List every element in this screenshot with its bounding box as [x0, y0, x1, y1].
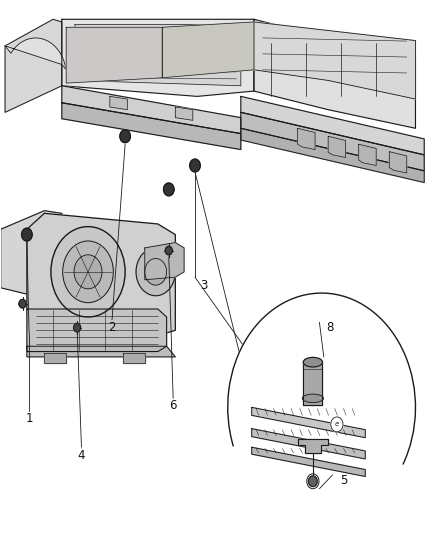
Polygon shape — [5, 38, 66, 69]
Circle shape — [136, 248, 175, 296]
Polygon shape — [297, 439, 328, 453]
Polygon shape — [27, 213, 175, 336]
Circle shape — [74, 324, 81, 332]
Text: 6: 6 — [170, 399, 177, 413]
Polygon shape — [252, 429, 365, 459]
Polygon shape — [62, 86, 241, 134]
Circle shape — [51, 227, 125, 317]
Polygon shape — [75, 25, 241, 86]
Circle shape — [63, 241, 113, 303]
Circle shape — [308, 476, 317, 487]
Circle shape — [190, 159, 200, 172]
Polygon shape — [44, 353, 66, 364]
Polygon shape — [252, 407, 365, 438]
Circle shape — [163, 183, 174, 196]
Text: 5: 5 — [340, 474, 347, 487]
Polygon shape — [241, 96, 424, 155]
Text: 1: 1 — [25, 411, 33, 424]
Polygon shape — [162, 22, 254, 78]
Polygon shape — [328, 136, 346, 158]
Polygon shape — [241, 112, 424, 171]
Circle shape — [331, 417, 343, 432]
Polygon shape — [241, 128, 424, 182]
Polygon shape — [254, 22, 416, 99]
Polygon shape — [27, 346, 175, 357]
Text: 2: 2 — [108, 321, 116, 334]
Text: e: e — [335, 422, 339, 427]
Polygon shape — [254, 19, 416, 128]
Polygon shape — [359, 144, 376, 165]
Circle shape — [21, 228, 32, 241]
Circle shape — [19, 300, 26, 308]
Text: 4: 4 — [78, 449, 85, 462]
Polygon shape — [62, 103, 241, 150]
Polygon shape — [1, 211, 62, 298]
Polygon shape — [303, 362, 322, 405]
Polygon shape — [297, 128, 315, 150]
Polygon shape — [145, 243, 184, 280]
Polygon shape — [5, 19, 62, 112]
Polygon shape — [27, 309, 166, 352]
Polygon shape — [62, 19, 254, 96]
Text: 8: 8 — [327, 321, 334, 334]
Text: 3: 3 — [200, 279, 208, 292]
Polygon shape — [123, 353, 145, 364]
Circle shape — [165, 246, 172, 255]
Polygon shape — [389, 152, 407, 173]
Circle shape — [228, 293, 416, 522]
Circle shape — [74, 255, 102, 289]
Polygon shape — [252, 447, 365, 477]
Circle shape — [120, 130, 131, 143]
Polygon shape — [175, 107, 193, 120]
Circle shape — [145, 259, 166, 285]
Ellipse shape — [303, 358, 322, 367]
Polygon shape — [110, 96, 127, 110]
Polygon shape — [66, 27, 162, 83]
Ellipse shape — [302, 394, 323, 402]
